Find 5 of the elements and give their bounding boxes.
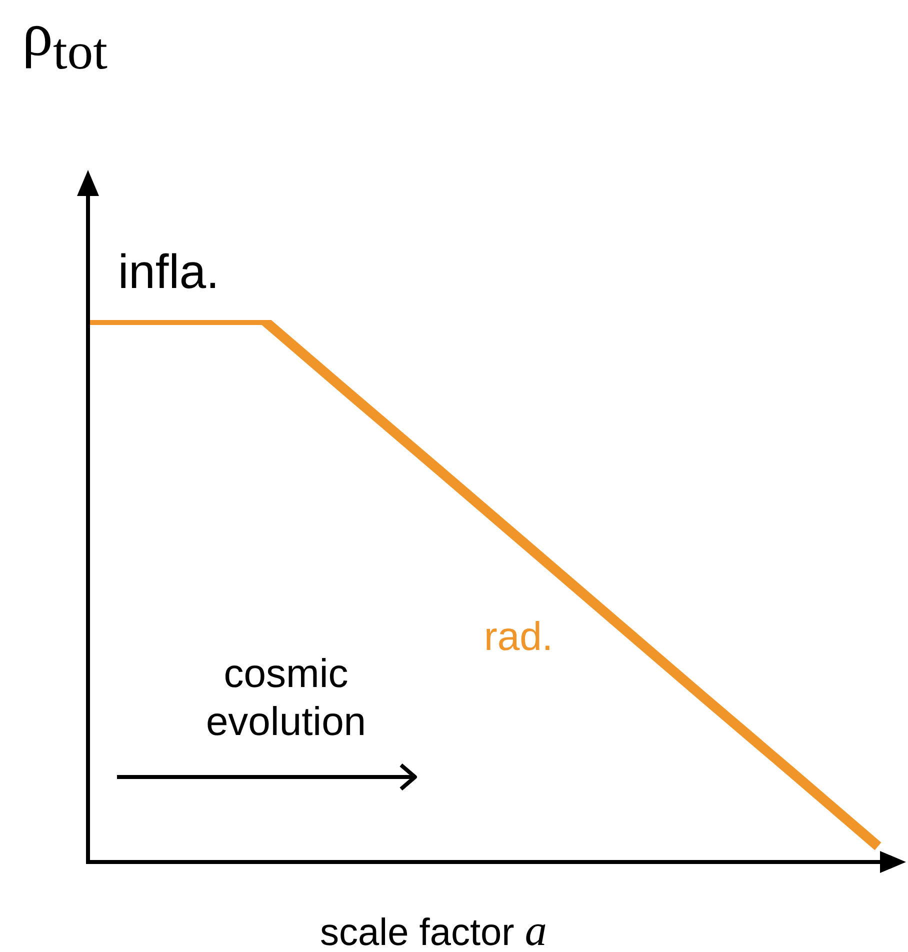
x-axis-title: scale factor a xyxy=(320,905,547,952)
y-axis-title: ρ$_{tot}$ xyxy=(22,0,108,82)
text: infla. xyxy=(118,245,220,300)
annotation: cosmic evolution xyxy=(204,651,368,746)
annotation: rad. xyxy=(484,615,553,660)
